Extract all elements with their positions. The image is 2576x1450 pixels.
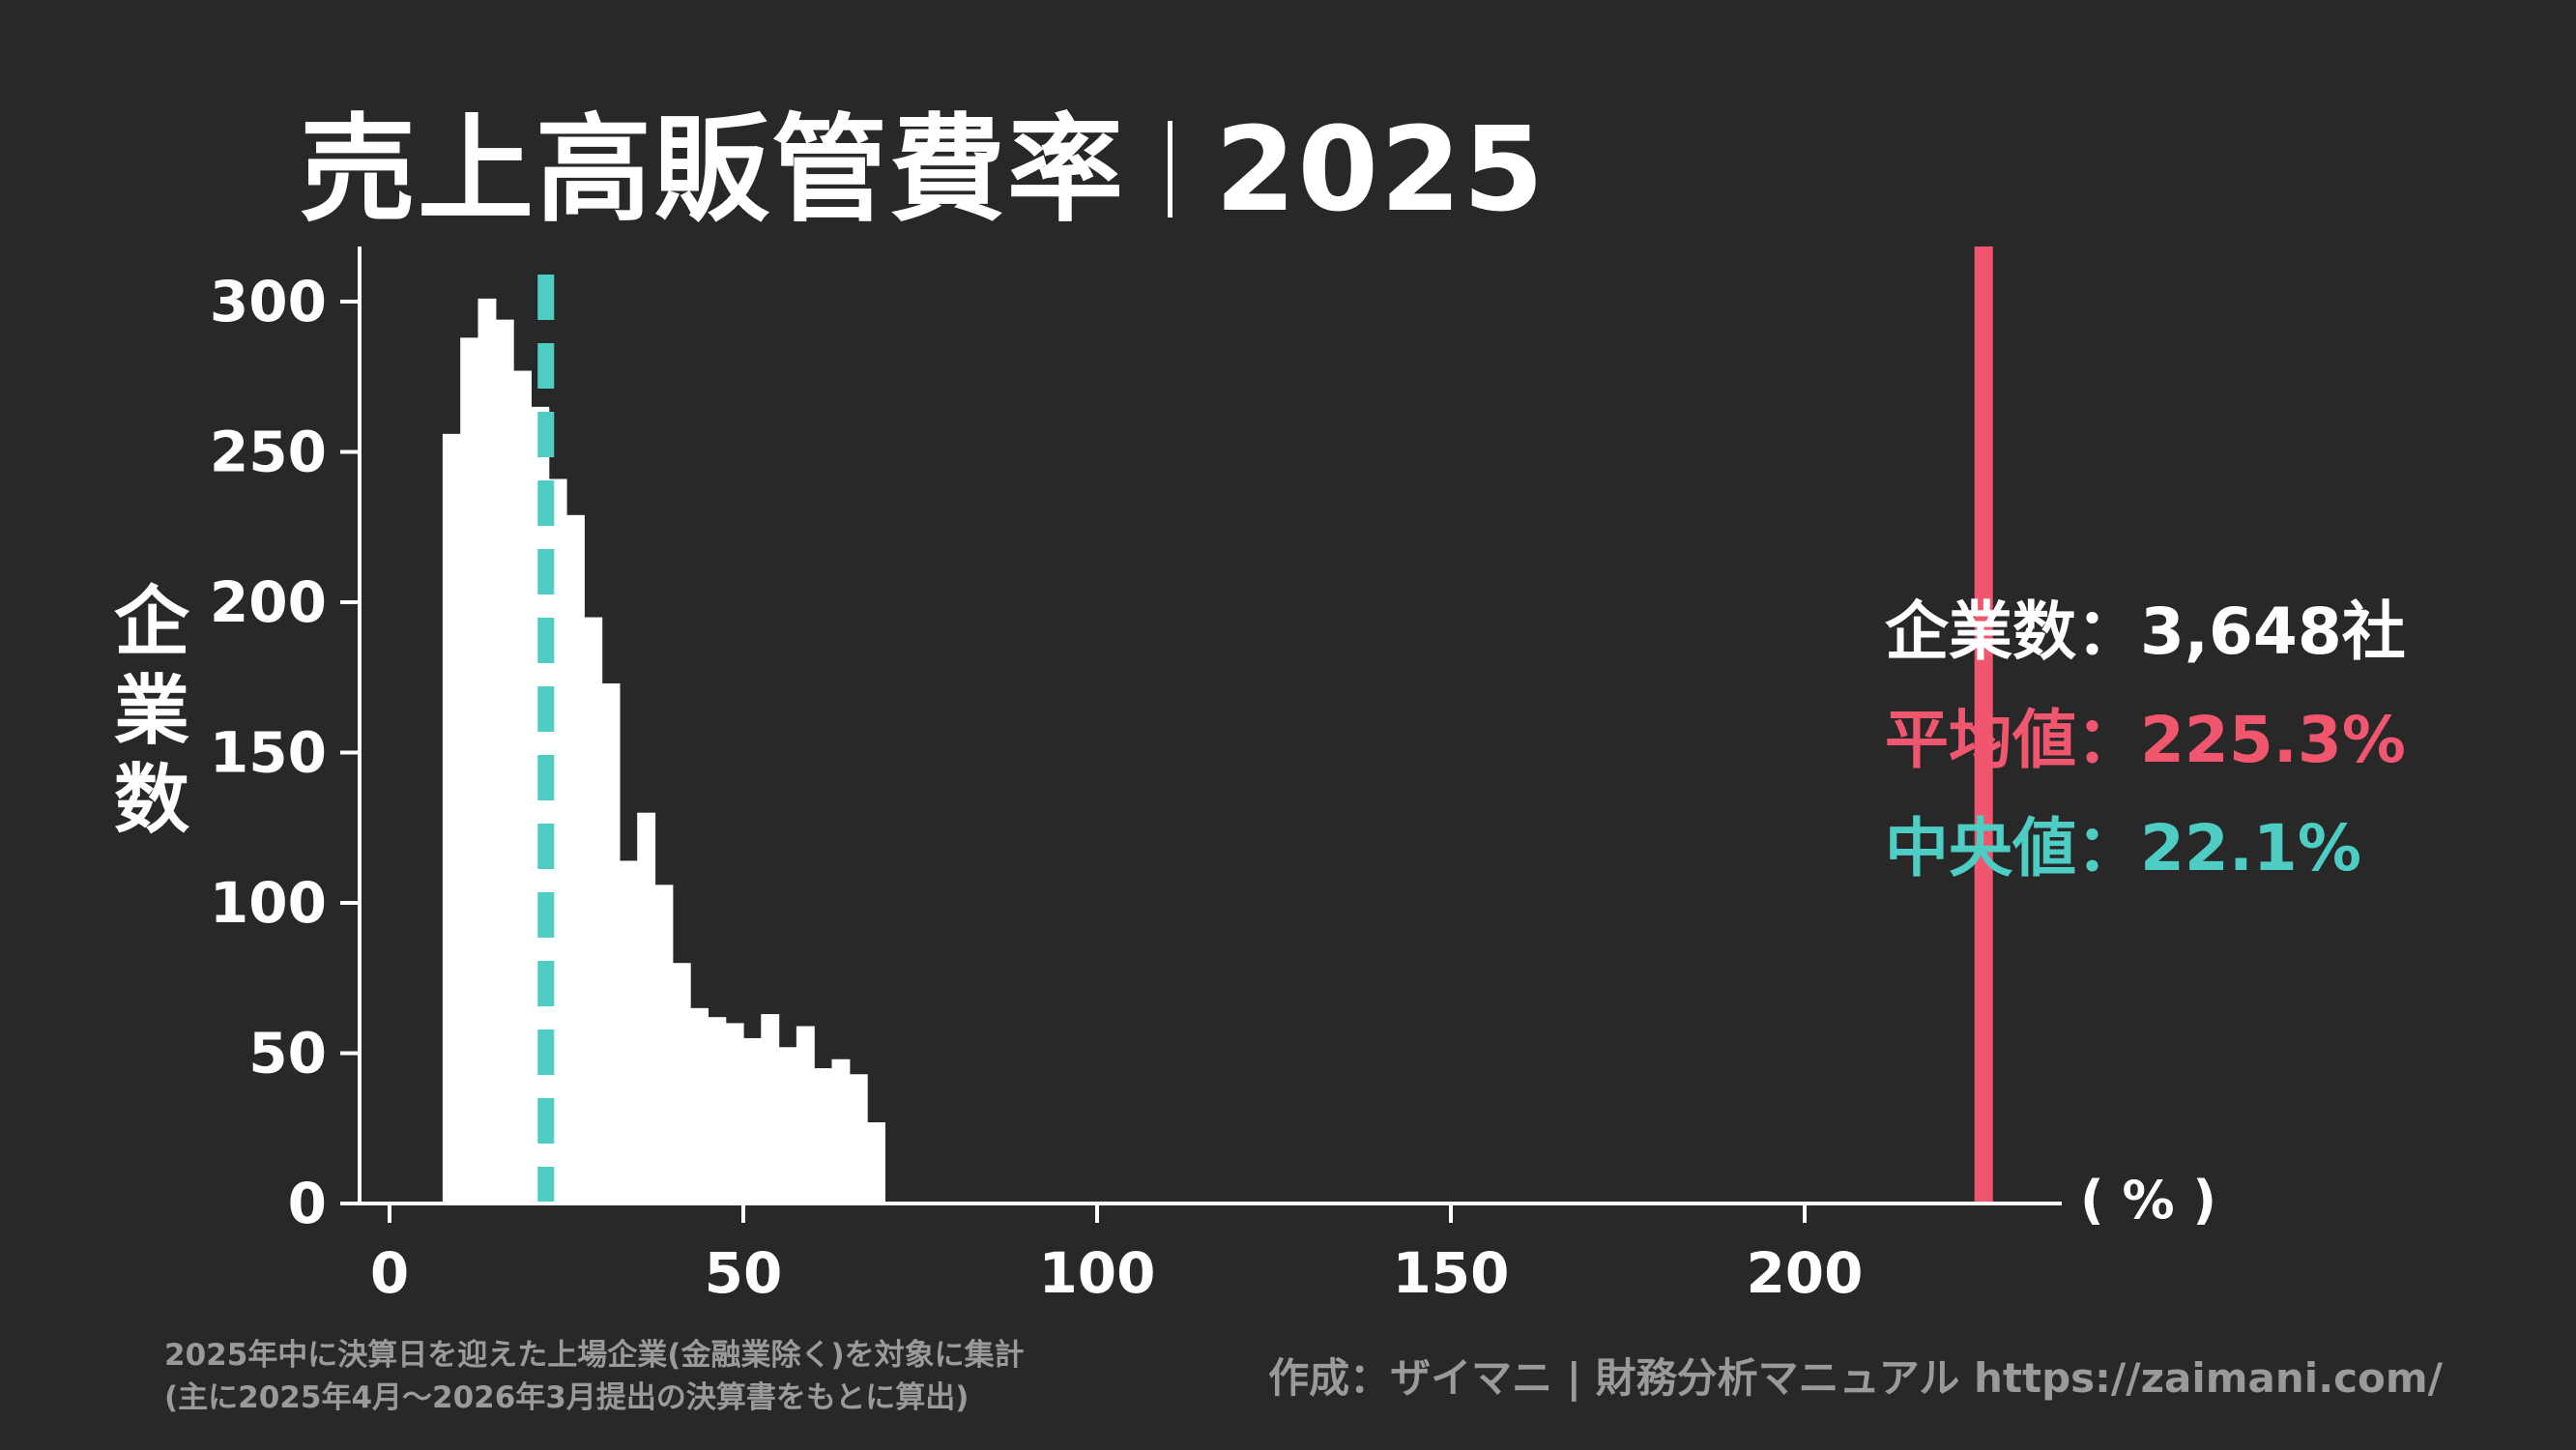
histogram-bar (831, 1058, 851, 1204)
histogram-bar (796, 1026, 815, 1204)
histogram-bar (672, 963, 691, 1204)
footnote-line-2: (主に2025年4月〜2026年3月提出の決算書をもとに算出) (164, 1380, 970, 1415)
histogram-bar (725, 1023, 744, 1204)
stat-median-label: 中央値 (1885, 811, 2076, 885)
stat-count-label: 企業数 (1885, 594, 2076, 669)
chart-title-main: 売上高販管費率 (300, 103, 1125, 238)
histogram-bar (637, 812, 656, 1204)
histogram-bar (761, 1014, 780, 1204)
chart-title: 売上高販管費率 2025 (300, 75, 1546, 244)
stat-mean: 平均値：225.3% (1885, 686, 2406, 795)
y-tick-label: 150 (210, 720, 327, 786)
y-tick-label: 250 (210, 420, 327, 485)
histogram-bar (654, 884, 674, 1204)
stat-count: 企業数：3,648社 (1885, 578, 2406, 686)
ticks: 0 50 100 150 200 250 300 0 50 100 150 200 (210, 269, 1864, 1306)
y-tick-label: 50 (248, 1021, 327, 1087)
stats-panel: 企業数：3,648社 平均値：225.3% 中央値：22.1% (1885, 578, 2406, 903)
histogram-bar (849, 1074, 868, 1204)
x-axis-unit: ( % ) (2080, 1170, 2216, 1231)
histogram-bar (619, 860, 638, 1204)
histogram-bar (601, 682, 621, 1204)
histogram-bar (513, 370, 532, 1204)
histogram-bar (743, 1037, 762, 1204)
stat-median: 中央値：22.1% (1885, 795, 2406, 903)
credit: 作成：ザイマニ | 財務分析マニュアル https://zaimani.com/ (1268, 1354, 2443, 1402)
footnote: 2025年中に決算日を迎えた上場企業(金融業除く)を対象に集計 (主に2025年… (164, 1334, 1025, 1419)
y-axis-label: 企業数 (113, 579, 189, 844)
reference-lines (537, 246, 1993, 1204)
histogram-bar (708, 1017, 727, 1204)
histogram-bar (778, 1047, 797, 1204)
chart-title-year: 2025 (1215, 103, 1546, 238)
y-tick-label: 200 (210, 569, 327, 635)
footnote-line-1: 2025年中に決算日を迎えた上場企業(金融業除く)を対象に集計 (164, 1338, 1025, 1373)
x-tick-label: 100 (1038, 1240, 1155, 1306)
stat-mean-value: ：225.3% (2076, 703, 2406, 777)
x-tick-label: 200 (1746, 1240, 1863, 1306)
histogram-bar (584, 617, 603, 1204)
histogram-bar (531, 406, 550, 1204)
histogram-bar (478, 298, 497, 1204)
y-tick-label: 100 (210, 870, 327, 936)
stat-median-value: ：22.1% (2076, 811, 2361, 885)
x-tick-label: 0 (370, 1240, 409, 1306)
histogram-bar (814, 1068, 833, 1204)
histogram-bar (460, 337, 479, 1204)
axes (358, 246, 2062, 1205)
y-tick-label: 300 (210, 269, 327, 334)
y-tick-label: 0 (288, 1171, 327, 1236)
stat-count-value: ：3,648社 (2076, 594, 2406, 669)
histogram-bars (442, 298, 885, 1204)
histogram-bar (442, 433, 461, 1204)
x-tick-label: 150 (1392, 1240, 1509, 1306)
histogram-bar (867, 1122, 885, 1204)
x-tick-label: 50 (705, 1240, 783, 1306)
title-separator (1168, 121, 1172, 218)
histogram-bar (690, 1007, 709, 1204)
histogram-bar (495, 319, 514, 1204)
stat-mean-label: 平均値 (1885, 703, 2076, 777)
histogram-bar (566, 514, 585, 1204)
